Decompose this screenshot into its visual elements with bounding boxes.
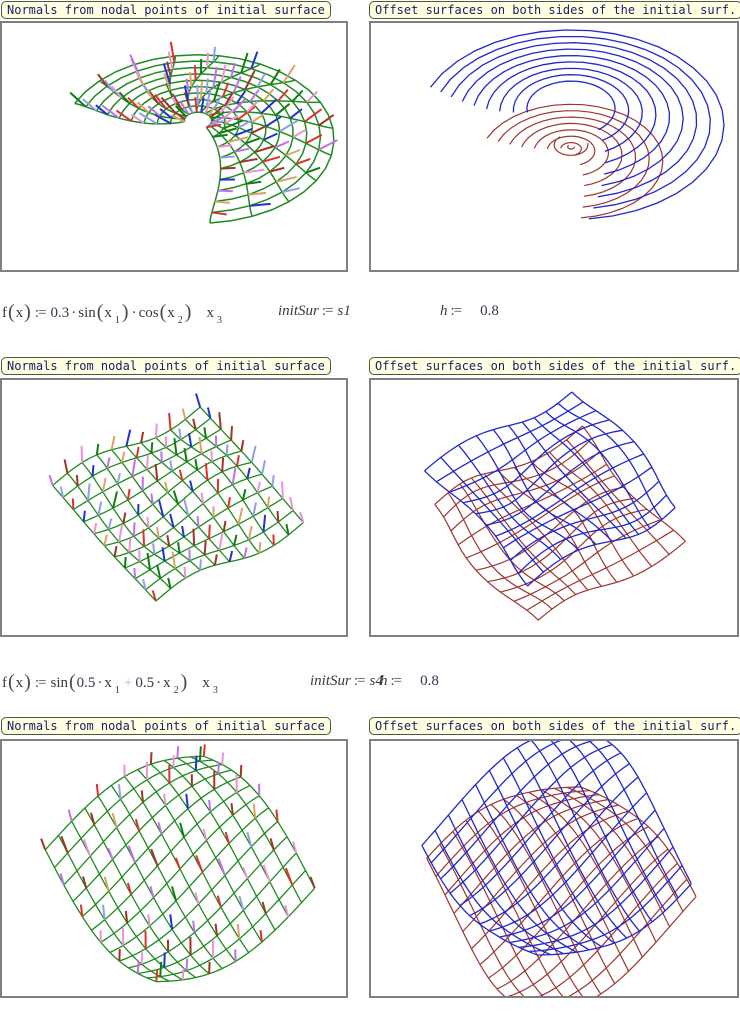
plot-title-offsets-row3: Offset surfaces on both sides of the ini… (369, 717, 740, 735)
plot-title-offsets-row1: Offset surfaces on both sides of the ini… (369, 1, 740, 19)
plot-normals-row1 (0, 21, 348, 272)
formula-fx-definition-1[interactable]: f(x):= 0.3 · sin(x 1) · cos(x 2) x 3 (2, 301, 222, 326)
plot-offsets-row3 (369, 739, 739, 998)
formula-initsur-definition-2[interactable]: initSur:= s4 (310, 673, 383, 689)
plot-title-offsets-row2: Offset surfaces on both sides of the ini… (369, 357, 740, 375)
plot-title-normals-row2: Normals from nodal points of initial sur… (1, 357, 331, 375)
formula-fx-definition-2[interactable]: f(x):= sin(0.5 · x 1 +0.5 · x 2) x 3 (2, 671, 218, 696)
plot-title-normals-row1: Normals from nodal points of initial sur… (1, 1, 331, 19)
formula-h-definition-1[interactable]: h:= 0.8 (440, 303, 499, 319)
plot-normals-row3 (0, 739, 348, 998)
normals-wireframe-saddle (40, 744, 316, 983)
offsets-wireframe-saddle (421, 741, 697, 996)
plot-normals-row2 (0, 378, 348, 637)
plot-offsets-row2 (369, 378, 739, 637)
normals-wireframe-shell (69, 41, 338, 224)
offsets-wireframe-wave (424, 391, 686, 621)
formula-h-definition-2[interactable]: h:= 0.8 (380, 673, 439, 689)
formula-initsur-definition-1[interactable]: initSur:= s1 (278, 303, 351, 319)
plot-title-normals-row3: Normals from nodal points of initial sur… (1, 717, 331, 735)
offsets-wireframe-shell (430, 29, 725, 220)
plot-offsets-row1 (369, 21, 739, 272)
normals-wireframe-wave (48, 393, 305, 602)
